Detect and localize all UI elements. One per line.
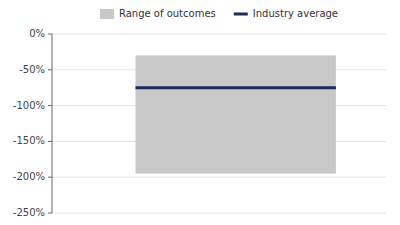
tick-mark xyxy=(48,141,52,142)
tick-label: -100% xyxy=(13,100,45,111)
tick-label: -200% xyxy=(13,171,45,182)
grid-line xyxy=(52,177,386,178)
chart: 0% -50% -100% -150% -200% -250% Range of outco… xyxy=(0,0,400,225)
grid-line xyxy=(52,34,386,35)
legend-swatch xyxy=(234,13,248,16)
tick-mark xyxy=(48,69,52,70)
tick-label: -50% xyxy=(19,64,45,75)
range-bar xyxy=(136,55,336,173)
tick-label: -250% xyxy=(13,207,45,218)
tick-mark xyxy=(48,34,52,35)
tick-mark xyxy=(48,105,52,106)
tick-mark xyxy=(48,213,52,214)
legend-item: Range of outcomes xyxy=(100,8,216,19)
axis-line xyxy=(52,34,53,213)
legend-label: Industry average xyxy=(253,8,338,19)
tick-mark xyxy=(48,177,52,178)
tick-label: 0% xyxy=(29,28,45,39)
legend-swatch xyxy=(100,9,114,19)
tick-label: -150% xyxy=(13,135,45,146)
legend-label: Range of outcomes xyxy=(119,8,216,19)
y-axis: 0% -50% -100% -150% -200% -250% xyxy=(13,28,386,218)
marks xyxy=(136,55,336,173)
grid-line xyxy=(52,213,386,214)
legend: Range of outcomes Industry average xyxy=(100,8,338,19)
legend-item: Industry average xyxy=(234,8,338,19)
average-line xyxy=(136,86,336,89)
